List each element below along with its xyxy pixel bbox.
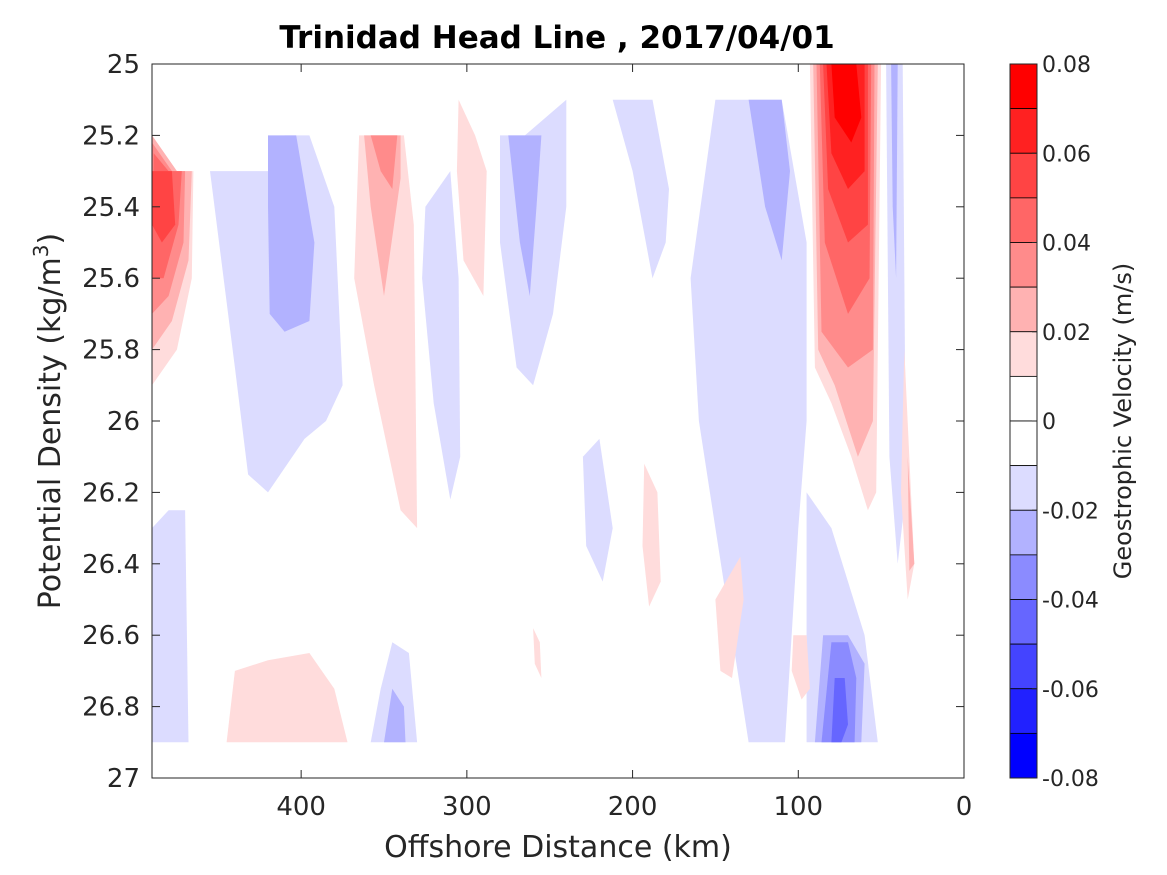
contour-region-16 bbox=[370, 135, 398, 189]
colorbar-level bbox=[1009, 509, 1038, 556]
contour-region-13 bbox=[268, 135, 315, 332]
y-tick-label: 26.8 bbox=[82, 693, 140, 723]
colorbar-tick-label: -0.02 bbox=[1042, 499, 1099, 524]
colorbar-tick-label: 0 bbox=[1042, 410, 1056, 435]
contour-region-34 bbox=[582, 438, 613, 582]
contour-region-31 bbox=[907, 456, 915, 571]
contour-region-18 bbox=[456, 99, 487, 296]
contour-region-22 bbox=[690, 99, 807, 743]
colorbar-level bbox=[1009, 197, 1038, 243]
y-axis-label: Potential Density (kg/m3) bbox=[29, 233, 68, 609]
y-tick-label: 26.2 bbox=[82, 478, 140, 508]
contour-region-38 bbox=[152, 510, 189, 743]
contour-region-20 bbox=[508, 135, 542, 296]
plot-area: 400 300 200 100 0 25 25.2 25.4 25.6 25.8 26 26.2 26… bbox=[82, 50, 972, 822]
colorbar-level bbox=[1009, 465, 1038, 511]
x-tick-label: 200 bbox=[608, 792, 658, 822]
y-axis-label-main: Potential Density (kg/m bbox=[33, 257, 68, 609]
colorbar-tick-label: 0.08 bbox=[1042, 53, 1091, 78]
x-axis-label: Offshore Distance (km) bbox=[384, 830, 732, 865]
contour-region-35 bbox=[226, 653, 348, 743]
contour-region-29 bbox=[891, 64, 898, 279]
y-tick-label: 25.2 bbox=[82, 121, 140, 151]
x-tick-label: 300 bbox=[442, 792, 492, 822]
contour-region-11 bbox=[152, 171, 176, 243]
colorbar-level bbox=[1009, 420, 1038, 467]
y-tick-label: 26 bbox=[107, 407, 140, 437]
x-axis: 400 300 200 100 0 bbox=[276, 64, 972, 822]
colorbar-level bbox=[1009, 286, 1038, 333]
contour-region-14 bbox=[354, 135, 418, 529]
contour-region-39 bbox=[791, 635, 810, 700]
colorbar-level bbox=[1009, 643, 1038, 690]
y-axis-label-superscript: 3 bbox=[29, 244, 53, 257]
colorbar-level bbox=[1009, 599, 1038, 645]
contour-layer bbox=[152, 64, 915, 743]
y-axis: 25 25.2 25.4 25.6 25.8 26 26.2 26.4 26.6 26.8 27 bbox=[82, 50, 964, 794]
contour-region-27 bbox=[831, 678, 848, 743]
y-tick-label: 25 bbox=[107, 50, 140, 80]
contour-region-23 bbox=[748, 99, 790, 261]
contour-region-37 bbox=[384, 688, 406, 743]
y-tick-label: 25.6 bbox=[82, 264, 140, 294]
colorbar-tick-label: -0.06 bbox=[1042, 678, 1099, 703]
colorbar-level bbox=[1009, 63, 1038, 110]
y-tick-label: 27 bbox=[107, 764, 140, 794]
contour-region-28 bbox=[886, 64, 906, 564]
colorbar-label: Geostrophic Velocity (m/s) bbox=[1109, 263, 1137, 579]
colorbar-level bbox=[1009, 242, 1038, 288]
colorbar-level bbox=[1009, 152, 1038, 199]
colorbar-level bbox=[1009, 108, 1038, 154]
colorbar-tick-label: 0.04 bbox=[1042, 232, 1091, 257]
x-tick-label: 0 bbox=[956, 792, 973, 822]
y-tick-label: 25.4 bbox=[82, 193, 140, 223]
contour-region-33 bbox=[642, 463, 661, 607]
colorbar-level bbox=[1009, 331, 1038, 377]
x-tick-label: 400 bbox=[276, 792, 326, 822]
contour-region-32 bbox=[715, 556, 744, 678]
chart-title: Trinidad Head Line , 2017/04/01 bbox=[279, 20, 834, 56]
colorbar: 0.08 0.06 0.04 0.02 0 -0.02 -0.04 -0.06 -0.08 bbox=[1009, 53, 1099, 792]
y-tick-label: 26.4 bbox=[82, 550, 140, 580]
colorbar-tick-label: -0.04 bbox=[1042, 589, 1099, 614]
colorbar-level bbox=[1009, 688, 1038, 734]
colorbar-tick-label: 0.02 bbox=[1042, 321, 1091, 346]
y-axis-label-end: ) bbox=[33, 233, 68, 245]
y-tick-label: 26.6 bbox=[82, 621, 140, 651]
colorbar-tick-label: 0.06 bbox=[1042, 142, 1091, 167]
colorbar-level bbox=[1009, 375, 1038, 422]
contour-region-40 bbox=[533, 628, 542, 678]
contour-region-21 bbox=[612, 99, 669, 279]
colorbar-tick-label: -0.08 bbox=[1042, 767, 1099, 792]
colorbar-level bbox=[1009, 554, 1038, 600]
colorbar-level bbox=[1009, 732, 1038, 779]
x-tick-label: 100 bbox=[773, 792, 823, 822]
contour-region-17 bbox=[422, 171, 461, 500]
y-tick-label: 25.8 bbox=[82, 336, 140, 366]
contour-region-0 bbox=[831, 64, 862, 143]
